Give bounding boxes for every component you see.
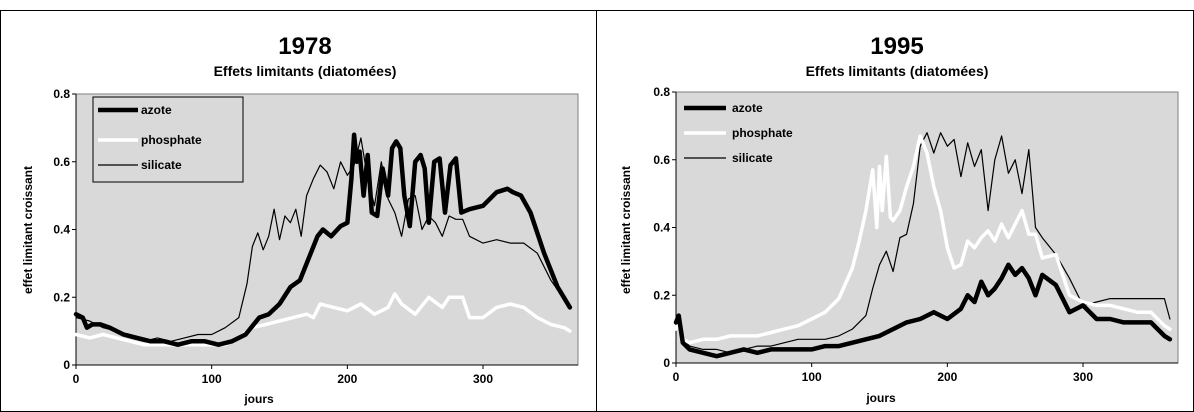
y-tick-label: 0.2 <box>53 290 70 304</box>
x-tick-label: 100 <box>202 372 222 386</box>
chart-subtitle: Effets limitants (diatomées) <box>214 63 397 79</box>
x-tick-label: 100 <box>802 370 822 384</box>
legend-label-azote: azote <box>732 101 763 115</box>
legend-label-phosphate: phosphate <box>732 126 793 140</box>
y-tick-label: 0.2 <box>653 288 670 302</box>
axis-ticks: 0 0.2 0.4 0.6 0.8 0 100 200 300 <box>653 85 1178 384</box>
series-line-azote <box>673 262 1173 359</box>
y-tick-label: 0.4 <box>53 223 70 237</box>
x-axis-label: jours <box>865 391 896 405</box>
chart-title: 1995 <box>870 33 923 60</box>
series-line-azote <box>73 132 573 347</box>
chart-title: 1978 <box>278 33 331 60</box>
series-line-phosphate <box>674 134 1172 345</box>
legend-label-azote: azote <box>141 103 172 117</box>
x-tick-label: 300 <box>1073 370 1093 384</box>
x-tick-label: 0 <box>73 372 80 386</box>
axis-ticks: 0 0.2 0.4 0.6 0.8 0 100 200 300 <box>53 87 578 386</box>
y-axis-label: effet limitant croissant <box>21 166 35 294</box>
chart-1978: 1978 Effets limitants (diatomées) effet … <box>21 33 579 406</box>
legend: azote phosphate silicate <box>92 96 244 183</box>
series-group <box>73 132 573 347</box>
chart-subtitle: Effets limitants (diatomées) <box>806 63 989 79</box>
x-tick-label: 300 <box>473 372 493 386</box>
y-tick-label: 0.8 <box>653 85 670 99</box>
chart-1995: 1995 Effets limitants (diatomées) effet … <box>619 33 1179 405</box>
x-tick-label: 200 <box>337 372 357 386</box>
x-axis-label: jours <box>243 392 274 406</box>
legend-label-silicate: silicate <box>141 158 182 172</box>
y-tick-label: 0.6 <box>653 153 670 167</box>
series-line-silicate <box>75 137 571 342</box>
legend-label-phosphate: phosphate <box>141 133 202 147</box>
y-tick-label: 0 <box>663 356 670 370</box>
y-tick-label: 0 <box>63 358 70 372</box>
series-group <box>673 132 1173 359</box>
series-line-silicate <box>675 132 1171 354</box>
legend: azote phosphate silicate <box>684 101 793 165</box>
y-tick-label: 0.4 <box>653 221 670 235</box>
y-axis-label: effet limitant croissant <box>619 166 633 294</box>
x-tick-label: 0 <box>673 370 680 384</box>
x-tick-label: 200 <box>937 370 957 384</box>
y-tick-label: 0.6 <box>53 155 70 169</box>
y-tick-label: 0.8 <box>53 87 70 101</box>
legend-label-silicate: silicate <box>732 151 773 165</box>
